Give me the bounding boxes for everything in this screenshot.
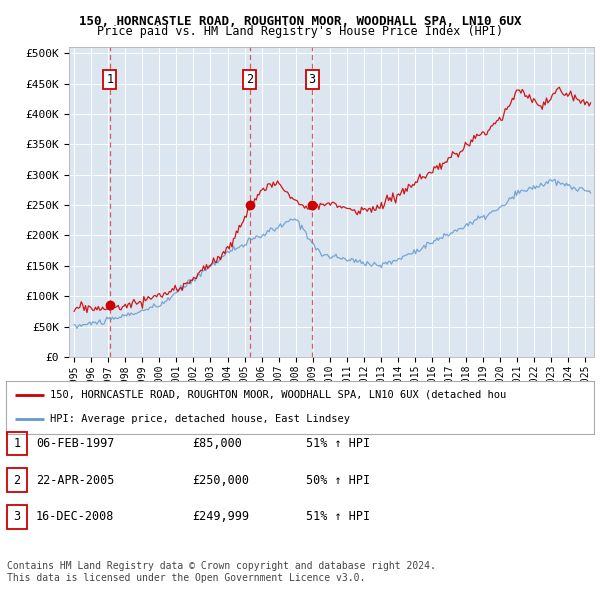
Text: 3: 3 bbox=[14, 510, 20, 523]
Text: 51% ↑ HPI: 51% ↑ HPI bbox=[306, 437, 370, 450]
Text: 150, HORNCASTLE ROAD, ROUGHTON MOOR, WOODHALL SPA, LN10 6UX: 150, HORNCASTLE ROAD, ROUGHTON MOOR, WOO… bbox=[79, 15, 521, 28]
Text: £85,000: £85,000 bbox=[192, 437, 242, 450]
Text: 2: 2 bbox=[246, 73, 253, 86]
Text: HPI: Average price, detached house, East Lindsey: HPI: Average price, detached house, East… bbox=[50, 414, 350, 424]
Text: 50% ↑ HPI: 50% ↑ HPI bbox=[306, 474, 370, 487]
Text: Contains HM Land Registry data © Crown copyright and database right 2024.
This d: Contains HM Land Registry data © Crown c… bbox=[7, 561, 436, 583]
Text: £249,999: £249,999 bbox=[192, 510, 249, 523]
Text: 22-APR-2005: 22-APR-2005 bbox=[36, 474, 115, 487]
Text: 06-FEB-1997: 06-FEB-1997 bbox=[36, 437, 115, 450]
Text: 150, HORNCASTLE ROAD, ROUGHTON MOOR, WOODHALL SPA, LN10 6UX (detached hou: 150, HORNCASTLE ROAD, ROUGHTON MOOR, WOO… bbox=[50, 390, 506, 400]
Text: 2: 2 bbox=[14, 474, 20, 487]
Text: 51% ↑ HPI: 51% ↑ HPI bbox=[306, 510, 370, 523]
Text: Price paid vs. HM Land Registry's House Price Index (HPI): Price paid vs. HM Land Registry's House … bbox=[97, 25, 503, 38]
Text: 3: 3 bbox=[308, 73, 316, 86]
Text: 1: 1 bbox=[14, 437, 20, 450]
Text: 16-DEC-2008: 16-DEC-2008 bbox=[36, 510, 115, 523]
Text: 1: 1 bbox=[106, 73, 113, 86]
Text: £250,000: £250,000 bbox=[192, 474, 249, 487]
